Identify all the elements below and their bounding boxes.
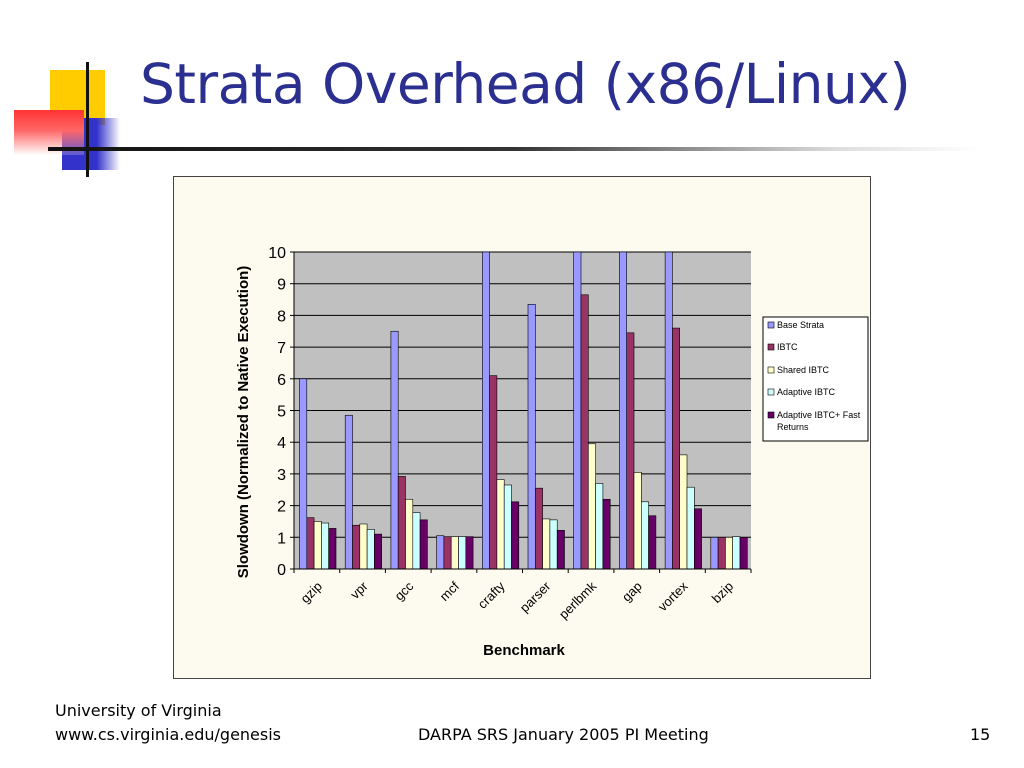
bar-vpr-0 bbox=[344, 414, 353, 570]
bar-gzip-2 bbox=[313, 521, 322, 570]
bar-parser-2 bbox=[542, 518, 551, 570]
legend-box bbox=[762, 316, 869, 442]
legend-swatch bbox=[767, 366, 775, 374]
bar-gap-4 bbox=[648, 515, 657, 570]
bar-parser-0 bbox=[527, 304, 536, 570]
x-tick-label-gcc: gcc bbox=[391, 578, 416, 603]
y-tick-label: 3 bbox=[277, 467, 286, 484]
x-tick-label-crafty: crafty bbox=[475, 578, 508, 611]
y-axis-title: Slowdown (Normalized to Native Execution… bbox=[235, 266, 252, 579]
bar-mcf-4 bbox=[465, 536, 474, 570]
bar-vpr-1 bbox=[352, 524, 361, 570]
legend-label: Adaptive IBTC bbox=[777, 387, 836, 397]
x-tick-label-gzip: gzip bbox=[297, 579, 324, 606]
y-tick-label: 5 bbox=[277, 404, 286, 421]
legend-label: Adaptive IBTC+ Fast bbox=[777, 410, 861, 420]
legend-label: Base Strata bbox=[777, 320, 824, 330]
bar-crafty-4 bbox=[511, 501, 520, 570]
bar-parser-1 bbox=[534, 487, 543, 570]
legend-swatch bbox=[767, 343, 775, 351]
bar-crafty-3 bbox=[503, 484, 512, 570]
bar-gzip-1 bbox=[306, 517, 315, 570]
x-tick-label-perlbmk: perlbmk bbox=[556, 578, 600, 622]
bar-vpr-3 bbox=[366, 529, 375, 570]
x-tick-label-mcf: mcf bbox=[437, 578, 463, 604]
bar-vpr-4 bbox=[374, 533, 382, 570]
footer-meeting: DARPA SRS January 2005 PI Meeting bbox=[418, 725, 709, 744]
x-tick-label-vpr: vpr bbox=[347, 578, 371, 602]
bar-gap-2 bbox=[633, 472, 642, 570]
y-tick-label: 6 bbox=[277, 372, 286, 389]
bar-gap-0 bbox=[619, 251, 627, 570]
bar-gcc-4 bbox=[419, 519, 428, 570]
bar-vortex-1 bbox=[672, 327, 680, 570]
bar-bzip-2 bbox=[725, 536, 734, 570]
bar-bzip-3 bbox=[732, 536, 741, 570]
bar-vpr-2 bbox=[359, 523, 368, 570]
bar-crafty-0 bbox=[481, 251, 490, 570]
bar-vortex-0 bbox=[664, 251, 673, 570]
x-tick-label-gap: gap bbox=[619, 579, 645, 605]
bar-mcf-3 bbox=[458, 536, 467, 570]
corner-line-vertical bbox=[86, 62, 89, 177]
chart-frame: 0 1 2 3 4 5 6 7 8 9 10 gzip vpr gcc mcf crafty parser per… bbox=[173, 176, 871, 679]
bar-gcc-3 bbox=[412, 512, 421, 570]
x-tick-label-parser: parser bbox=[517, 578, 554, 615]
bar-gcc-0 bbox=[390, 330, 399, 570]
x-tick-label-bzip: bzip bbox=[709, 579, 736, 606]
bar-gcc-2 bbox=[405, 498, 414, 570]
bar-parser-4 bbox=[556, 530, 565, 570]
slide-title: Strata Overhead (x86/Linux) bbox=[140, 52, 911, 116]
bar-crafty-2 bbox=[496, 479, 505, 570]
bar-gzip-0 bbox=[299, 378, 308, 570]
bar-vortex-4 bbox=[693, 508, 702, 570]
x-axis-title: Benchmark bbox=[483, 642, 565, 659]
legend-swatch bbox=[767, 321, 775, 329]
bar-perlbmk-1 bbox=[580, 294, 589, 570]
footer-page-number: 15 bbox=[970, 725, 991, 744]
y-tick-label: 0 bbox=[277, 562, 286, 579]
bar-gzip-4 bbox=[328, 528, 337, 570]
bar-parser-3 bbox=[549, 519, 558, 570]
y-tick-label: 2 bbox=[277, 499, 286, 516]
legend-label: IBTC bbox=[777, 342, 798, 352]
bar-vortex-2 bbox=[679, 454, 688, 570]
bar-gzip-3 bbox=[321, 522, 329, 570]
bar-bzip-0 bbox=[710, 536, 719, 570]
footer-university: University of Virginia bbox=[55, 701, 222, 720]
bar-crafty-1 bbox=[489, 375, 498, 570]
bar-vortex-3 bbox=[686, 486, 695, 570]
x-tick-label-vortex: vortex bbox=[655, 578, 691, 614]
bar-perlbmk-2 bbox=[587, 443, 596, 570]
footer-url: www.cs.virginia.edu/genesis bbox=[55, 725, 282, 744]
bar-gap-3 bbox=[640, 501, 649, 570]
bar-perlbmk-0 bbox=[573, 251, 582, 570]
bar-gap-1 bbox=[626, 332, 635, 570]
bar-bzip-1 bbox=[717, 536, 726, 570]
bar-bzip-4 bbox=[739, 536, 748, 570]
y-tick-label: 10 bbox=[268, 245, 286, 262]
legend-swatch bbox=[767, 411, 775, 419]
legend-label: Returns bbox=[777, 422, 809, 432]
y-tick-label: 1 bbox=[277, 530, 286, 547]
title-divider bbox=[48, 147, 978, 151]
bar-mcf-2 bbox=[450, 536, 459, 570]
legend-swatch bbox=[767, 388, 775, 396]
y-tick-label: 8 bbox=[277, 308, 286, 325]
bar-perlbmk-3 bbox=[595, 483, 604, 570]
y-tick-label: 4 bbox=[277, 435, 286, 452]
bar-mcf-1 bbox=[443, 536, 452, 570]
y-tick-label: 9 bbox=[277, 277, 286, 294]
legend-label: Shared IBTC bbox=[777, 365, 830, 375]
bar-mcf-0 bbox=[436, 535, 445, 570]
y-tick-label: 7 bbox=[277, 340, 286, 357]
bar-gcc-1 bbox=[397, 476, 406, 570]
bar-perlbmk-4 bbox=[602, 498, 611, 570]
bar-chart: 0 1 2 3 4 5 6 7 8 9 10 gzip vpr gcc mcf crafty parser per… bbox=[235, 245, 869, 659]
